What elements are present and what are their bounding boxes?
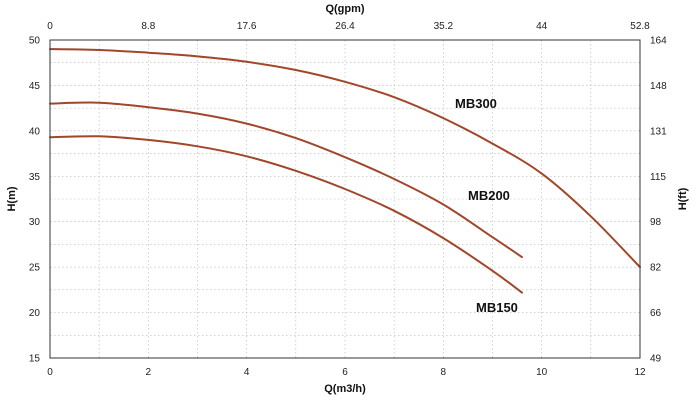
series-label-mb150: MB150 <box>476 300 518 315</box>
tick-labels: 0 2 4 6 8 10 12 0 8.8 17.6 26.4 35.2 44 52.8 15 20 25 30 3… <box>29 21 667 378</box>
series-line-mb200 <box>49 101 523 259</box>
x2-tick-label: 52.8 <box>630 21 650 32</box>
x-tick-label: 12 <box>634 367 646 378</box>
y-tick-label: 25 <box>29 263 41 274</box>
y2-tick-label: 49 <box>650 354 662 365</box>
y-tick-label: 20 <box>29 308 41 319</box>
y2-tick-label: 115 <box>650 172 666 183</box>
grid <box>50 40 640 358</box>
x2-tick-label: 26.4 <box>335 21 355 32</box>
y2-tick-label: 164 <box>650 36 667 47</box>
x2-tick-label: 35.2 <box>434 21 454 32</box>
x-tick-label: 4 <box>244 367 250 378</box>
y-tick-label: 15 <box>29 354 41 365</box>
y-tick-label: 30 <box>29 217 41 228</box>
y-axis-label: H(m) <box>6 186 18 211</box>
y-tick-label: 35 <box>29 172 41 183</box>
series-line-mb300 <box>49 48 641 269</box>
y2-tick-label: 82 <box>650 263 662 274</box>
x2-tick-label: 17.6 <box>237 21 257 32</box>
y-tick-label: 50 <box>29 36 41 47</box>
x2-axis-label: Q(gpm) <box>325 3 364 15</box>
y2-axis-label: H(ft) <box>677 187 689 210</box>
x2-tick-label: 0 <box>47 21 53 32</box>
x-tick-label: 2 <box>146 367 152 378</box>
y2-tick-label: 66 <box>650 308 662 319</box>
plot-frame <box>49 39 641 359</box>
x-tick-label: 6 <box>342 367 348 378</box>
y2-tick-label: 131 <box>650 126 667 137</box>
x-tick-label: 8 <box>441 367 447 378</box>
y-tick-label: 40 <box>29 126 41 137</box>
series-line-mb150 <box>49 135 523 294</box>
x2-tick-label: 8.8 <box>141 21 155 32</box>
x-axis-label: Q(m3/h) <box>324 383 366 395</box>
y2-tick-label: 98 <box>650 217 662 228</box>
x2-tick-label: 44 <box>536 21 548 32</box>
series-label-mb300: MB300 <box>455 96 497 111</box>
series-lines <box>49 48 641 294</box>
y2-tick-label: 148 <box>650 81 667 92</box>
series-label-mb200: MB200 <box>468 188 510 203</box>
y-tick-label: 45 <box>29 81 41 92</box>
x-tick-label: 0 <box>47 367 53 378</box>
x-tick-label: 10 <box>536 367 548 378</box>
